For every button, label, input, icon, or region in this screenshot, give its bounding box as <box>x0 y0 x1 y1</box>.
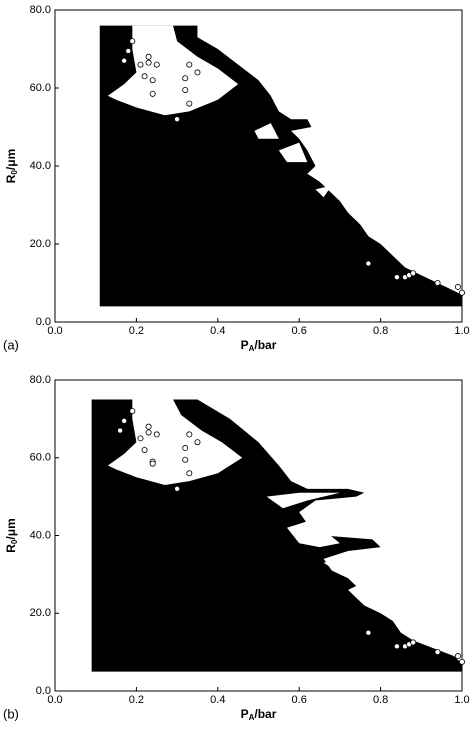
point <box>365 629 372 636</box>
x-tick-label: 0.2 <box>129 694 144 706</box>
x-tick-label: 0.4 <box>210 694 225 706</box>
region <box>315 185 332 198</box>
point <box>149 90 156 97</box>
point <box>182 86 189 93</box>
y-tick-label: 0.0 <box>36 316 51 328</box>
point <box>410 639 417 646</box>
panel: 0.0 0.2 0.4 0.6 0.8 1.00.020.040.060.080.0PA/… <box>3 374 470 722</box>
point <box>454 283 461 290</box>
point <box>145 429 152 436</box>
point <box>145 59 152 66</box>
point <box>153 61 160 68</box>
point <box>129 38 136 45</box>
point <box>182 445 189 452</box>
point <box>434 649 441 656</box>
region <box>254 123 279 139</box>
point <box>137 61 144 68</box>
region <box>266 492 340 509</box>
y-axis-label: R0/μm <box>4 149 19 183</box>
point <box>186 431 193 438</box>
region <box>107 25 239 116</box>
point <box>410 270 417 277</box>
point <box>137 435 144 442</box>
panel-label: (b) <box>3 706 19 721</box>
point <box>141 446 148 453</box>
y-tick-label: 80.0 <box>30 374 51 386</box>
region <box>323 558 340 571</box>
point <box>117 427 124 434</box>
point <box>149 77 156 84</box>
x-label-rest: /bar <box>254 707 276 721</box>
x-tick-label: 0.8 <box>373 694 388 706</box>
y-tick-label: 60.0 <box>30 82 51 94</box>
point <box>194 69 201 76</box>
y-label-sub: 0 <box>10 539 19 544</box>
point <box>182 456 189 463</box>
x-tick-label: 0.4 <box>210 325 225 337</box>
point <box>454 653 461 660</box>
y-label-main: R <box>4 174 18 183</box>
x-tick-label: 0.2 <box>129 325 144 337</box>
x-label-main: P <box>241 707 249 721</box>
y-label-rest: /μm <box>4 518 18 539</box>
y-axis-label: R0/μm <box>4 518 19 552</box>
x-tick-label: 0.0 <box>47 694 62 706</box>
point <box>393 274 400 281</box>
point <box>141 73 148 80</box>
point <box>458 658 465 665</box>
point <box>434 279 441 286</box>
x-tick-label: 0.0 <box>47 325 62 337</box>
panel-label: (a) <box>3 337 19 352</box>
point <box>129 408 136 415</box>
x-label-main: P <box>241 338 249 352</box>
x-axis-label: PA/bar <box>241 338 277 353</box>
point <box>149 460 156 467</box>
point <box>125 47 132 54</box>
point <box>145 423 152 430</box>
x-tick-label: 0.6 <box>292 694 307 706</box>
point <box>153 431 160 438</box>
point <box>174 485 181 492</box>
y-tick-label: 80.0 <box>30 4 51 16</box>
point <box>186 470 193 477</box>
y-label-main: R <box>4 544 18 553</box>
region <box>107 399 243 485</box>
point <box>194 439 201 446</box>
x-tick-label: 1.0 <box>454 694 469 706</box>
point <box>393 643 400 650</box>
y-tick-label: 40.0 <box>30 529 51 541</box>
x-tick-label: 0.8 <box>373 325 388 337</box>
y-tick-label: 40.0 <box>30 160 51 172</box>
point <box>365 260 372 267</box>
point <box>186 61 193 68</box>
point <box>174 116 181 123</box>
y-label-sub: 0 <box>10 170 19 175</box>
point <box>186 100 193 107</box>
point <box>121 417 128 424</box>
point <box>121 57 128 64</box>
x-tick-label: 1.0 <box>454 325 469 337</box>
x-label-rest: /bar <box>254 338 276 352</box>
y-tick-label: 20.0 <box>30 607 51 619</box>
y-tick-label: 60.0 <box>30 452 51 464</box>
y-tick-label: 20.0 <box>30 238 51 250</box>
y-label-rest: /μm <box>4 149 18 170</box>
x-tick-label: 0.6 <box>292 325 307 337</box>
point <box>458 289 465 296</box>
point <box>145 53 152 60</box>
x-label-sub: A <box>249 713 255 722</box>
x-axis-label: PA/bar <box>241 707 277 722</box>
region <box>286 519 340 548</box>
x-label-sub: A <box>249 344 255 353</box>
panel: 0.0 0.2 0.4 0.6 0.8 1.00.020.040.060.080.0PA/… <box>3 4 470 353</box>
y-tick-label: 0.0 <box>36 685 51 697</box>
region <box>278 142 308 163</box>
point <box>182 75 189 82</box>
